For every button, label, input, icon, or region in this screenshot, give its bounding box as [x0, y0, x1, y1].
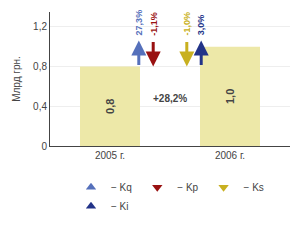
svg-text:0,8: 0,8: [104, 99, 116, 114]
svg-text:0,4: 0,4: [33, 101, 47, 112]
svg-text:3,0%: 3,0%: [196, 15, 206, 36]
svg-text:1,2: 1,2: [33, 21, 47, 32]
svg-text:0,8: 0,8: [33, 61, 47, 72]
svg-text:-1,0%: -1,0%: [182, 12, 192, 36]
svg-text:− Ks: − Ks: [244, 182, 264, 193]
svg-text:-1,1%: -1,1%: [149, 12, 159, 36]
svg-text:+28,2%: +28,2%: [153, 93, 187, 104]
svg-text:− Kq: − Kq: [111, 182, 132, 193]
svg-text:2006 г.: 2006 г.: [215, 150, 245, 161]
svg-text:27,3%: 27,3%: [134, 10, 144, 36]
svg-text:1,0: 1,0: [224, 89, 236, 104]
svg-text:0: 0: [41, 141, 47, 152]
svg-text:2005 г.: 2005 г.: [95, 150, 125, 161]
svg-text:− Kp: − Kp: [177, 182, 198, 193]
svg-text:Млрд грн.: Млрд грн.: [11, 56, 22, 102]
svg-text:− Ki: − Ki: [111, 201, 129, 212]
